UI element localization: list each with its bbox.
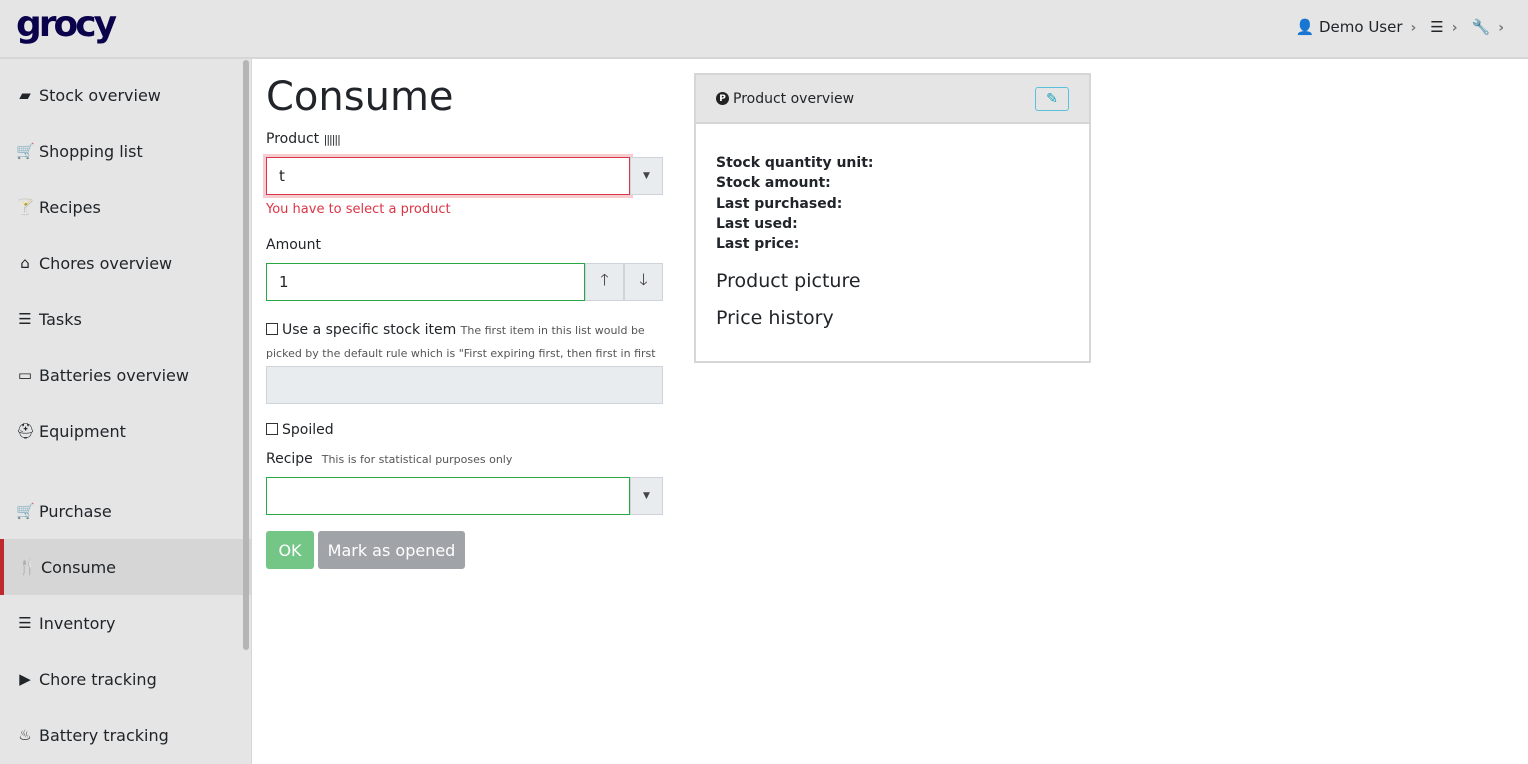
sidebar-item-label: Recipes <box>39 197 101 217</box>
spoiled-checkbox[interactable] <box>266 423 278 435</box>
specific-stock-item: Use a specific stock item The first item… <box>266 319 666 388</box>
arrow-up-icon: 🡑 <box>600 269 609 289</box>
specific-stock-label: Use a specific stock item <box>282 322 457 338</box>
sidebar-item-purchase[interactable]: 🛒 Purchase <box>0 483 252 539</box>
user-menu[interactable]: 👤 Demo User › <box>1296 18 1417 36</box>
product-dropdown-toggle[interactable]: ▼ <box>630 157 663 195</box>
specific-stock-select[interactable] <box>266 366 663 404</box>
sidebar-item-battery-tracking[interactable]: ♨ Battery tracking <box>0 707 252 763</box>
utensils-icon: 🍴 <box>18 558 37 576</box>
logo[interactable]: grocy <box>16 4 117 45</box>
wrench-icon: 🔧 <box>1471 18 1491 36</box>
field-last-used: Last used: <box>716 215 798 232</box>
chevron-right-icon: › <box>1451 20 1458 36</box>
product-picture-heading: Product picture <box>716 270 861 293</box>
sidebar-item-chore-tracking[interactable]: ▶ Chore tracking <box>0 651 252 707</box>
card-title: Product overview <box>733 90 855 107</box>
caret-down-icon: ▼ <box>643 171 650 181</box>
product-error: You have to select a product <box>266 202 451 217</box>
field-stock-quantity-unit: Stock quantity unit: <box>716 155 874 171</box>
toolbox-icon: ⛑ <box>16 422 36 440</box>
sidebar-item-label: Batteries overview <box>39 365 189 385</box>
product-input[interactable]: t <box>266 157 630 195</box>
user-name: Demo User <box>1318 18 1403 36</box>
sidebar-item-batteries-overview[interactable]: ▭ Batteries overview <box>0 347 252 403</box>
battery-icon: ▭ <box>17 366 33 384</box>
caret-down-icon: ▼ <box>643 491 650 501</box>
product-p-icon: P <box>716 92 729 105</box>
sidebar-item-label: Purchase <box>39 501 112 521</box>
barcode-icon[interactable]: |||||| <box>323 133 341 146</box>
field-stock-amount: Stock amount: <box>716 175 831 192</box>
price-history-heading: Price history <box>716 307 834 330</box>
sidebar-item-equipment[interactable]: ⛑ Equipment <box>0 403 252 459</box>
product-label-text: Product <box>266 131 320 147</box>
sidebar-item-label: Equipment <box>39 421 126 441</box>
product-overview-card: P Product overview ✎ Stock quantity unit:… <box>694 73 1091 363</box>
chevron-right-icon: › <box>1410 20 1417 36</box>
spoiled-label: Spoiled <box>282 422 334 438</box>
page-title: Consume <box>266 74 454 120</box>
cart-icon: 🛒 <box>16 502 35 520</box>
sidebar-item-inventory[interactable]: ☰ Inventory <box>0 595 252 651</box>
recipe-hint: This is for statistical purposes only <box>321 453 513 466</box>
recipe-input[interactable] <box>266 477 630 515</box>
amount-decrease-button[interactable]: 🡓 <box>624 263 663 301</box>
sidebar-item-chores-overview[interactable]: ⌂ Chores overview <box>0 235 252 291</box>
edit-icon: ✎ <box>1046 91 1058 107</box>
sidebar-item-label: Battery tracking <box>39 725 169 745</box>
sidebar-item-label: Consume <box>41 557 117 577</box>
amount-label: Amount <box>266 237 322 253</box>
specific-stock-checkbox[interactable] <box>266 323 278 335</box>
sidebar-item-label: Inventory <box>39 613 116 633</box>
cocktail-icon: 🍸 <box>16 198 35 216</box>
edit-product-button[interactable]: ✎ <box>1035 87 1069 111</box>
mark-as-opened-button[interactable]: Mark as opened <box>318 531 465 569</box>
sidebar-item-shopping-list[interactable]: 🛒 Shopping list <box>0 123 252 179</box>
box-icon: ▰ <box>19 86 31 104</box>
ok-button[interactable]: OK <box>266 531 314 569</box>
sidebar-item-label: Tasks <box>39 309 82 329</box>
specific-stock-hint: The first item in this list would be pic… <box>266 324 656 383</box>
recipe-label: Recipe This is for statistical purposes … <box>266 451 512 467</box>
sidebar-item-label: Chore tracking <box>39 669 157 689</box>
arrow-down-icon: 🡓 <box>639 269 648 289</box>
sidebar-item-label: Chores overview <box>39 253 173 273</box>
cart-icon: 🛒 <box>16 142 35 160</box>
sidebar-item-tasks[interactable]: ☰ Tasks <box>0 291 252 347</box>
sidebar-item-stock-overview[interactable]: ▰ Stock overview <box>0 67 252 123</box>
chevron-right-icon: › <box>1498 20 1504 36</box>
recipe-label-text: Recipe <box>266 451 313 467</box>
sidebar-scrollbar[interactable] <box>243 60 249 650</box>
home-icon: ⌂ <box>20 254 30 272</box>
sidebar-item-label: Shopping list <box>39 141 143 161</box>
field-last-price: Last price: <box>716 236 800 253</box>
list-icon: ☰ <box>18 614 32 632</box>
field-last-purchased: Last purchased: <box>716 195 843 212</box>
product-label: Product |||||| <box>266 131 341 147</box>
settings-menu[interactable]: ☰ › <box>1430 18 1457 36</box>
recipe-dropdown-toggle[interactable]: ▼ <box>630 477 663 515</box>
user-icon: 👤 <box>1295 18 1315 36</box>
tasks-icon: ☰ <box>18 310 32 328</box>
spoiled-option: Spoiled <box>266 422 334 438</box>
sidebar-item-recipes[interactable]: 🍸 Recipes <box>0 179 252 235</box>
sidebar-item-label: Stock overview <box>39 85 161 105</box>
tools-menu[interactable]: 🔧 › <box>1472 18 1504 36</box>
amount-input[interactable]: 1 <box>266 263 585 301</box>
play-icon: ▶ <box>19 670 31 688</box>
sliders-icon: ☰ <box>1430 18 1444 36</box>
top-navbar: grocy 👤 Demo User › ☰ › 🔧 › <box>0 0 1528 59</box>
fire-icon: ♨ <box>18 726 32 744</box>
amount-increase-button[interactable]: 🡑 <box>585 263 624 301</box>
sidebar: ▰ Stock overview 🛒 Shopping list 🍸 Recipes ⌂ Ch… <box>0 59 252 764</box>
sidebar-item-consume[interactable]: 🍴 Consume <box>0 539 252 595</box>
